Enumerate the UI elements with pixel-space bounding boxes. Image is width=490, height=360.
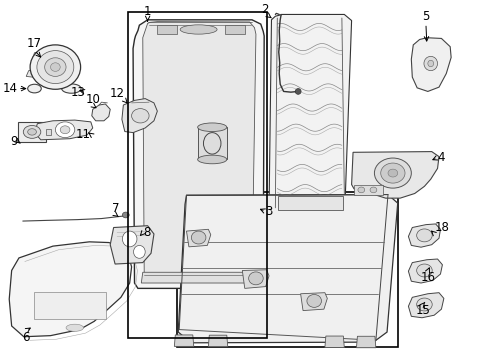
Polygon shape: [352, 152, 439, 198]
Ellipse shape: [122, 231, 137, 247]
Text: 4: 4: [438, 151, 445, 164]
Ellipse shape: [27, 129, 36, 135]
Bar: [18, 122, 46, 141]
Ellipse shape: [50, 63, 60, 71]
Text: 3: 3: [266, 205, 273, 218]
Polygon shape: [408, 224, 441, 247]
Polygon shape: [122, 99, 157, 132]
Ellipse shape: [370, 187, 377, 193]
Ellipse shape: [374, 158, 411, 188]
Polygon shape: [325, 336, 344, 347]
Text: 10: 10: [86, 93, 100, 106]
Polygon shape: [208, 335, 228, 347]
Polygon shape: [26, 70, 37, 77]
Text: 5: 5: [422, 10, 430, 23]
Ellipse shape: [24, 125, 41, 138]
Text: 13: 13: [71, 86, 86, 99]
Text: 9: 9: [10, 135, 18, 148]
Text: 8: 8: [143, 226, 150, 239]
Text: 14: 14: [3, 82, 18, 95]
Ellipse shape: [66, 324, 83, 331]
Ellipse shape: [424, 57, 438, 71]
Polygon shape: [269, 14, 352, 210]
Polygon shape: [178, 194, 398, 343]
Polygon shape: [356, 336, 376, 348]
Ellipse shape: [388, 169, 398, 177]
Text: 6: 6: [23, 330, 30, 344]
Text: 1: 1: [144, 5, 151, 18]
Text: 7: 7: [112, 202, 120, 215]
Polygon shape: [141, 272, 254, 283]
Ellipse shape: [62, 84, 81, 93]
Polygon shape: [300, 293, 327, 311]
Polygon shape: [408, 293, 444, 318]
Ellipse shape: [295, 89, 301, 94]
Polygon shape: [174, 335, 194, 346]
Bar: [278, 196, 343, 210]
Text: 11: 11: [76, 128, 91, 141]
Ellipse shape: [191, 231, 206, 244]
Text: 15: 15: [416, 305, 430, 318]
Polygon shape: [243, 270, 269, 288]
Ellipse shape: [30, 45, 81, 89]
Ellipse shape: [416, 229, 432, 242]
Ellipse shape: [428, 60, 434, 67]
Ellipse shape: [55, 122, 75, 138]
Polygon shape: [143, 22, 256, 279]
Polygon shape: [133, 20, 264, 288]
Text: 18: 18: [435, 221, 449, 234]
Text: 16: 16: [420, 271, 435, 284]
Ellipse shape: [381, 163, 405, 183]
Ellipse shape: [307, 294, 321, 307]
Text: 12: 12: [110, 87, 125, 100]
Text: 2: 2: [262, 3, 269, 16]
Ellipse shape: [122, 212, 129, 218]
Bar: [46, 129, 51, 135]
Ellipse shape: [416, 264, 432, 277]
Polygon shape: [110, 226, 154, 264]
Polygon shape: [32, 51, 44, 61]
Ellipse shape: [197, 123, 227, 131]
Bar: [197, 127, 227, 159]
Polygon shape: [9, 242, 132, 337]
Ellipse shape: [416, 298, 432, 311]
Ellipse shape: [180, 25, 217, 34]
Bar: [33, 292, 106, 319]
Ellipse shape: [203, 132, 221, 154]
Polygon shape: [408, 259, 442, 283]
Ellipse shape: [60, 126, 70, 134]
Ellipse shape: [197, 155, 227, 164]
Text: 17: 17: [27, 37, 42, 50]
Polygon shape: [34, 120, 93, 140]
Bar: [225, 25, 245, 34]
Ellipse shape: [27, 84, 41, 93]
Bar: [157, 25, 177, 34]
Polygon shape: [411, 38, 451, 91]
Ellipse shape: [45, 58, 66, 76]
Polygon shape: [187, 229, 211, 247]
Ellipse shape: [134, 246, 145, 258]
Bar: [177, 192, 398, 347]
Bar: [354, 185, 383, 195]
Ellipse shape: [132, 109, 149, 123]
Ellipse shape: [358, 187, 365, 193]
Polygon shape: [92, 104, 110, 121]
Bar: [128, 12, 267, 338]
Ellipse shape: [37, 51, 74, 84]
Ellipse shape: [248, 272, 263, 285]
